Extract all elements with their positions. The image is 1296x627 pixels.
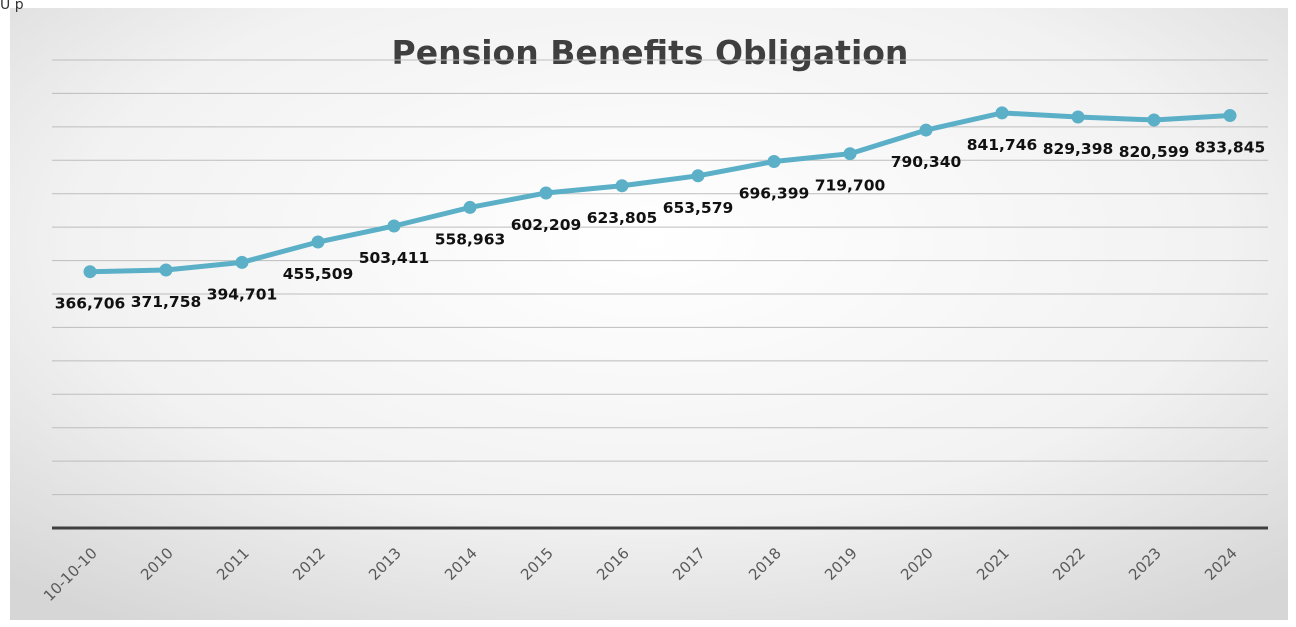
data-label-2016: 623,805 [587,209,658,227]
data-point-2016 [615,179,629,193]
data-point-2020 [919,123,933,137]
data-point-2021 [995,106,1009,120]
data-label-2023: 820,599 [1119,143,1190,161]
series-line [87,110,1233,275]
data-label-2020: 790,340 [891,153,962,171]
series-layer [83,106,1237,279]
chart-background [10,8,1288,620]
data-point-2024 [1223,109,1237,123]
data-label-2014: 558,963 [435,230,506,248]
data-point-2022 [1071,110,1085,124]
data-label-2012: 455,509 [283,265,354,283]
data-labels: 366,706 371,758 394,701 455,509 503,411 558,9… [55,136,1266,313]
data-label-2017: 653,579 [663,199,734,217]
data-point-2019 [843,147,857,161]
data-label-2015: 602,209 [511,216,582,234]
data-point-2010 [159,263,173,277]
data-label-10-10-10: 366,706 [55,295,126,313]
data-label-2018: 696,399 [739,184,810,202]
data-point-2015 [539,186,553,200]
data-label-2019: 719,700 [815,177,886,195]
data-label-2021: 841,746 [967,136,1038,154]
data-point-2017 [691,169,705,183]
data-label-2011: 394,701 [207,285,278,303]
data-label-2010: 371,758 [131,293,202,311]
data-point-2018 [767,154,781,168]
data-label-2024: 833,845 [1195,139,1266,157]
data-point-2012 [311,235,325,249]
data-point-2013 [387,219,401,233]
data-label-2022: 829,398 [1043,140,1114,158]
data-point-2014 [463,200,477,214]
corner-text-fragment: U p [0,0,24,13]
chart-title: Pension Benefits Obligation [392,33,909,72]
data-point-10-10-10 [83,265,97,279]
data-point-2023 [1147,113,1161,127]
data-label-2013: 503,411 [359,249,430,267]
data-point-2011 [235,255,249,269]
